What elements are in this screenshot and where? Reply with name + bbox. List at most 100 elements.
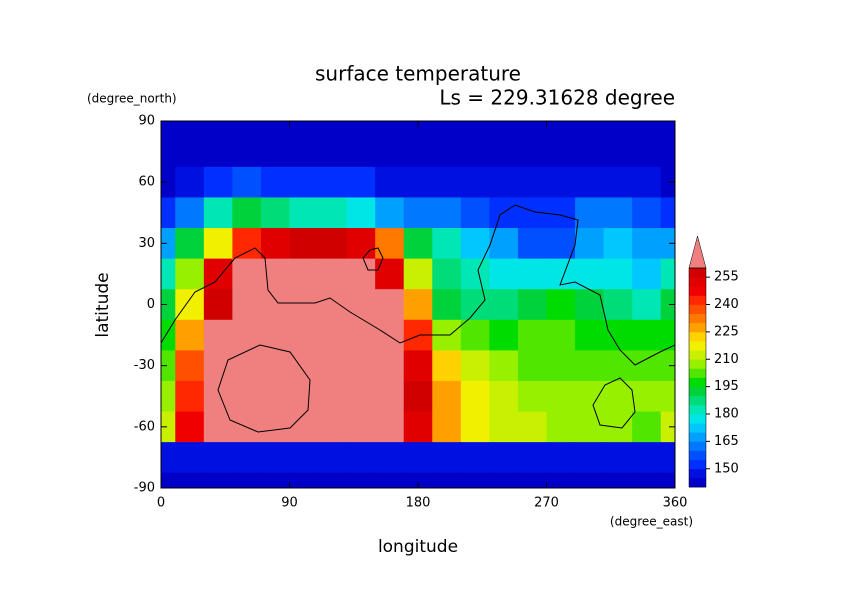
field-cell (575, 121, 605, 137)
field-cell (260, 136, 291, 168)
field-cell (289, 289, 319, 321)
colorbar-tick-label: 210 (714, 352, 739, 367)
field-cell (632, 166, 662, 199)
colorbar-segment (689, 468, 706, 479)
field-cell (260, 411, 291, 443)
field-cell (460, 136, 490, 168)
field-cell (346, 197, 376, 229)
field-cell (660, 442, 675, 474)
field-cell (603, 289, 633, 321)
y-tick-label: -30 (134, 358, 155, 373)
field-cell (161, 472, 176, 488)
field-cell (632, 472, 662, 488)
field-cell (603, 380, 633, 413)
field-cell (289, 442, 319, 474)
field-cell (517, 319, 548, 351)
field-cell (632, 289, 662, 321)
field-cell (260, 380, 291, 413)
field-cell (289, 136, 319, 168)
field-cell (318, 258, 348, 290)
field-cell (175, 411, 205, 443)
field-cell (175, 319, 205, 351)
field-cell (161, 289, 176, 321)
field-cell (660, 350, 675, 382)
field-cell (460, 411, 490, 443)
field-cell (546, 319, 576, 351)
y-tick-label: 0 (147, 297, 155, 312)
field-cell (403, 121, 433, 137)
colorbar-segment (689, 377, 706, 388)
field-cell (489, 411, 519, 443)
field-cell (546, 289, 576, 321)
field-cell (161, 411, 176, 443)
field-cell (375, 350, 405, 382)
field-cell (432, 258, 462, 290)
field-cell (546, 411, 576, 443)
field-cell (175, 136, 205, 168)
colorbar-frame (688, 267, 707, 488)
field-cell (460, 442, 490, 474)
field-cell (575, 380, 605, 413)
field-cell (660, 472, 675, 488)
field-cell (603, 166, 633, 199)
contour-line (161, 204, 675, 366)
colorbar-segment (689, 341, 706, 351)
field-cell (318, 380, 348, 413)
field-cell (460, 350, 490, 382)
field-cell (232, 289, 262, 321)
field-cell (660, 166, 675, 199)
field-cell (375, 380, 405, 413)
field-cell (289, 197, 319, 229)
colorbar-segment (689, 423, 706, 433)
field-cell (346, 228, 376, 260)
field-cell (318, 197, 348, 229)
colorbar-segment (689, 304, 706, 315)
field-cell (660, 380, 675, 413)
x-tick-label: 90 (281, 496, 298, 511)
colorbar-segment (689, 331, 706, 342)
field-cell (517, 136, 548, 168)
field-cell (318, 228, 348, 260)
field-cell (161, 442, 176, 474)
field-cell (203, 166, 233, 199)
field-cell (403, 350, 433, 382)
contour-line (592, 377, 636, 429)
chart-subtitle: Ls = 229.31628 degree (439, 86, 675, 110)
field-cell (575, 411, 605, 443)
field-cell (432, 472, 462, 488)
contour-line (217, 344, 311, 433)
field-cell (232, 319, 262, 351)
field-cell (175, 380, 205, 413)
field-cell (460, 166, 490, 199)
field-cell (203, 228, 233, 260)
field-cell (432, 350, 462, 382)
field-cell (489, 166, 519, 199)
field-cell (489, 121, 519, 137)
colorbar-segment (689, 441, 706, 451)
field-cell (575, 258, 605, 290)
field-cell (175, 442, 205, 474)
colorbar-tick-label: 180 (714, 407, 739, 422)
field-cell (432, 166, 462, 199)
y-tick-label: 60 (138, 175, 155, 190)
y-tick-label: -90 (134, 481, 155, 496)
field-cell (232, 228, 262, 260)
field-cell (632, 350, 662, 382)
field-cell (175, 350, 205, 382)
field-cell (346, 380, 376, 413)
field-cell (546, 197, 576, 229)
field-cell (289, 258, 319, 290)
field-cell (289, 380, 319, 413)
x-units: (degree_east) (610, 515, 693, 529)
field-cell (203, 197, 233, 229)
field-cell (161, 166, 176, 199)
colorbar-segment (689, 322, 706, 333)
field-cell (460, 121, 490, 137)
field-cell (603, 350, 633, 382)
field-cell (289, 472, 319, 488)
colorbar-segment (689, 414, 706, 424)
field-cell (175, 121, 205, 137)
field-cell (346, 289, 376, 321)
field-cell (517, 121, 548, 137)
